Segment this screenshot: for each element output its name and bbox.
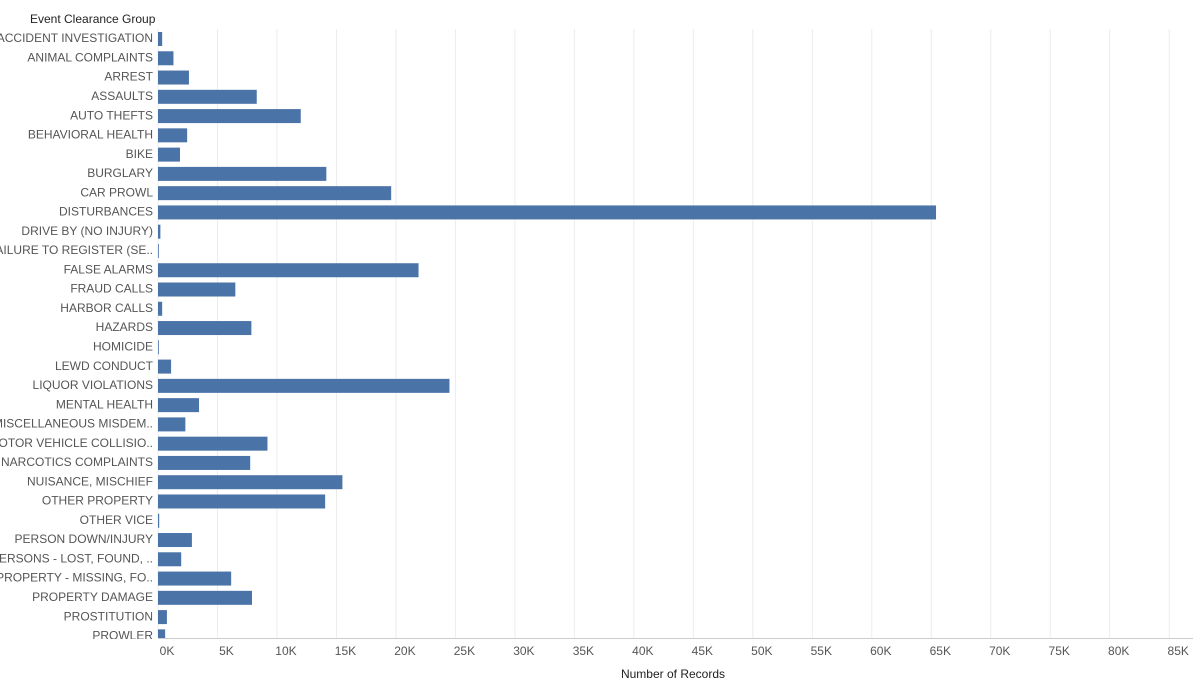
bar	[158, 359, 172, 374]
bar	[158, 224, 161, 239]
bar	[158, 629, 166, 639]
bar	[158, 552, 182, 567]
bar	[158, 186, 392, 201]
y-tick-label: PROSTITUTION	[64, 609, 153, 623]
bar	[158, 513, 160, 528]
y-tick-label: FRAUD CALLS	[70, 282, 153, 296]
bar	[158, 455, 251, 470]
bar	[158, 398, 200, 413]
y-tick-label: MOTOR VEHICLE COLLISIO..	[0, 436, 153, 450]
y-tick-label: ANIMAL COMPLAINTS	[27, 50, 153, 64]
bar	[158, 51, 174, 66]
y-tick-label: AUTO THEFTS	[70, 108, 153, 122]
bar	[158, 109, 301, 124]
bar	[158, 301, 163, 316]
y-tick-label: PERSON DOWN/INJURY	[15, 532, 153, 546]
y-tick-label: NARCOTICS COMPLAINTS	[1, 455, 153, 469]
x-tick-label: 80K	[1108, 644, 1129, 658]
y-tick-label: DRIVE BY (NO INJURY)	[21, 224, 153, 238]
bar	[158, 166, 327, 181]
y-tick-label: PROPERTY DAMAGE	[32, 590, 153, 604]
y-tick-label: MISCELLANEOUS MISDEM..	[0, 417, 153, 431]
y-tick-label: HOMICIDE	[93, 339, 153, 353]
bar	[158, 321, 252, 336]
x-tick-label: 0K	[160, 644, 175, 658]
y-tick-label: ASSAULTS	[91, 89, 153, 103]
x-tick-label: 60K	[870, 644, 891, 658]
x-tick-label: 25K	[454, 644, 475, 658]
bar	[158, 590, 252, 605]
y-tick-label: OTHER VICE	[80, 513, 153, 527]
bar	[158, 475, 343, 490]
y-tick-label: FALSE ALARMS	[64, 262, 153, 276]
bar	[158, 32, 163, 46]
bar	[158, 417, 186, 432]
x-axis-title: Number of Records	[621, 667, 725, 681]
y-tick-label: ACCIDENT INVESTIGATION	[0, 31, 153, 45]
x-tick-label: 20K	[394, 644, 415, 658]
x-tick-label: 30K	[513, 644, 534, 658]
y-tick-label: DISTURBANCES	[59, 205, 153, 219]
bar	[158, 610, 167, 625]
y-tick-label: BIKE	[126, 147, 153, 161]
bar	[158, 263, 419, 278]
bar	[158, 89, 257, 104]
x-tick-label: 85K	[1168, 644, 1189, 658]
x-tick-label: 10K	[275, 644, 296, 658]
y-tick-label: PERSONS - LOST, FOUND, ..	[0, 551, 153, 565]
y-tick-label: MENTAL HEALTH	[56, 397, 153, 411]
y-tick-label: ARREST	[104, 70, 153, 84]
y-tick-label: CAR PROWL	[80, 185, 153, 199]
bar	[158, 243, 159, 258]
x-tick-label: 5K	[219, 644, 234, 658]
bar	[158, 128, 188, 143]
x-tick-label: 50K	[751, 644, 772, 658]
x-tick-label: 65K	[930, 644, 951, 658]
bar	[158, 340, 159, 355]
y-tick-label: BURGLARY	[87, 166, 153, 180]
y-axis-title: Event Clearance Group	[30, 12, 156, 26]
bar	[158, 533, 192, 548]
bar	[158, 378, 450, 393]
y-tick-label: LEWD CONDUCT	[55, 359, 154, 373]
x-tick-label: 40K	[632, 644, 653, 658]
y-tick-label: LIQUOR VIOLATIONS	[33, 378, 153, 392]
x-tick-label: 45K	[692, 644, 713, 658]
bar	[158, 70, 189, 85]
x-tick-label: 35K	[573, 644, 594, 658]
bar	[158, 205, 937, 220]
x-tick-label: 75K	[1049, 644, 1070, 658]
y-tick-label: FAILURE TO REGISTER (SE..	[0, 243, 153, 257]
y-tick-label: HARBOR CALLS	[60, 301, 153, 315]
bar	[158, 494, 326, 509]
y-tick-label: BEHAVIORAL HEALTH	[28, 128, 153, 142]
y-tick-label: OTHER PROPERTY	[42, 494, 153, 508]
y-tick-label: HAZARDS	[96, 320, 153, 334]
bar	[158, 147, 181, 162]
x-tick-label: 55K	[811, 644, 832, 658]
bar	[158, 436, 268, 451]
bar	[158, 282, 236, 297]
y-tick-label: NUISANCE, MISCHIEF	[27, 474, 153, 488]
y-tick-label: PROPERTY - MISSING, FO..	[0, 571, 153, 585]
bar	[158, 571, 232, 586]
y-tick-label: PROWLER	[92, 629, 153, 643]
x-tick-label: 15K	[335, 644, 356, 658]
x-tick-label: 70K	[989, 644, 1010, 658]
